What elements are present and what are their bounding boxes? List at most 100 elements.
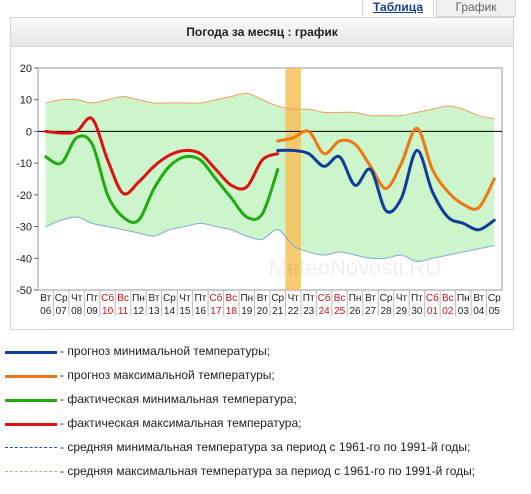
x-tick-dow: Пн [240,293,253,304]
x-tick-day: 05 [489,306,501,317]
series-line-fact_min [44,134,280,224]
x-tick-dow: Сб [101,292,114,304]
legend-swatch [5,399,57,402]
x-tick-day: 27 [365,306,377,317]
y-tick-label: 20 [20,63,32,75]
x-tick-dow: Пт [411,293,423,304]
x-tick-dow: Пт [86,293,98,304]
x-tick-day: 12 [133,306,145,317]
x-tick-dow: Вт [257,293,268,304]
x-tick-day: 23 [303,306,315,317]
legend-swatch [5,471,57,472]
x-tick-day: 20 [257,306,269,317]
x-tick-dow: Ср [488,293,501,304]
tab-graph[interactable]: График [436,0,516,17]
x-tick-dow: Вс [334,293,346,304]
tab-table[interactable]: Таблица [362,0,434,16]
y-tick-label: -20 [16,190,32,202]
x-tick-day: 09 [87,306,99,317]
legend-swatch [5,447,57,448]
x-tick-day: 19 [241,306,253,317]
x-tick-dow: Сб [318,292,331,304]
x-tick-dow: Вт [473,293,484,304]
temperature-chart: 20100-10-20-30-40-50MeteoNovosti.RUВт06С… [16,63,503,317]
x-tick-dow: Чт [179,293,191,304]
x-tick-day: 30 [411,306,423,317]
legend-item: - прогноз максимальной температуры; [0,364,531,388]
legend-label: - фактическая минимальная температура; [60,392,297,406]
tab-table-link[interactable]: Таблица [372,0,423,14]
x-tick-dow: Ср [163,293,176,304]
legend-swatch [5,351,57,354]
x-tick-day: 14 [164,306,176,317]
x-tick-dow: Ср [55,293,68,304]
legend-label: - прогноз минимальной температуры; [60,344,271,358]
y-tick-label: -40 [16,253,32,265]
x-tick-day: 01 [427,306,439,317]
x-tick-dow: Сб [209,292,222,304]
legend-label: - прогноз максимальной температуры; [60,368,275,382]
legend-item: - фактическая минимальная температура; [0,388,531,412]
x-tick-day: 18 [226,306,238,317]
series-line-fact_max [44,116,280,196]
x-tick-day: 21 [272,306,284,317]
y-tick-label: -50 [16,285,32,297]
x-tick-day: 03 [458,306,470,317]
x-tick-dow: Вс [442,293,454,304]
x-tick-dow: Чт [396,293,408,304]
x-tick-day: 10 [102,306,114,317]
x-tick-dow: Пн [349,293,362,304]
x-tick-dow: Чт [288,293,300,304]
normal-range-band [45,93,495,262]
x-tick-dow: Пн [457,293,470,304]
x-tick-day: 17 [210,306,222,317]
x-tick-day: 04 [473,306,485,317]
legend-swatch [5,423,57,426]
x-tick-day: 02 [442,306,454,317]
x-tick-dow: Ср [271,293,284,304]
x-tick-day: 06 [40,306,52,317]
today-highlight [285,68,301,290]
legend-label: - фактическая максимальная температура; [60,416,302,430]
x-tick-dow: Вс [225,293,237,304]
x-tick-day: 08 [71,306,83,317]
x-tick-day: 13 [148,306,160,317]
x-tick-day: 07 [56,306,68,317]
x-tick-dow: Ср [380,293,393,304]
tab-bar: Таблица График [0,0,531,18]
legend-label: - средняя минимальная температура за пер… [60,440,471,454]
y-tick-label: -10 [16,158,32,170]
series-line-fc_min [276,148,496,232]
legend-item: - средняя максимальная температура за пе… [0,460,531,484]
legend: - прогноз минимальной температуры; - прог… [0,340,531,484]
x-tick-dow: Сб [426,292,439,304]
x-tick-day: 11 [118,306,129,317]
x-tick-dow: Пн [132,293,145,304]
series-line-fc_max [276,126,496,211]
x-tick-dow: Пт [195,293,207,304]
y-tick-label: 0 [26,126,32,138]
legend-item: - средняя минимальная температура за пер… [0,436,531,460]
x-tick-day: 15 [179,306,191,317]
series-line-norm_max [45,92,495,120]
x-tick-day: 25 [334,306,346,317]
x-tick-dow: Вс [117,293,129,304]
legend-item: - прогноз минимальной температуры; [0,340,531,364]
y-tick-label: 10 [20,95,32,107]
x-tick-day: 22 [288,306,300,317]
x-tick-dow: Вт [149,293,160,304]
x-tick-day: 28 [380,306,392,317]
x-tick-day: 24 [319,306,331,317]
x-tick-day: 16 [195,306,207,317]
x-tick-dow: Пт [303,293,315,304]
legend-item: - фактическая максимальная температура; [0,412,531,436]
chart-title: Погода за месяц : график [11,18,513,47]
x-tick-dow: Вт [40,293,51,304]
series-line-norm_min [45,216,495,263]
x-tick-dow: Чт [71,293,83,304]
legend-label: - средняя максимальная температура за пе… [60,464,476,478]
watermark: MeteoNovosti.RU [269,255,441,280]
x-tick-day: 29 [396,306,408,317]
x-tick-dow: Вт [365,293,376,304]
y-tick-label: -30 [16,222,32,234]
